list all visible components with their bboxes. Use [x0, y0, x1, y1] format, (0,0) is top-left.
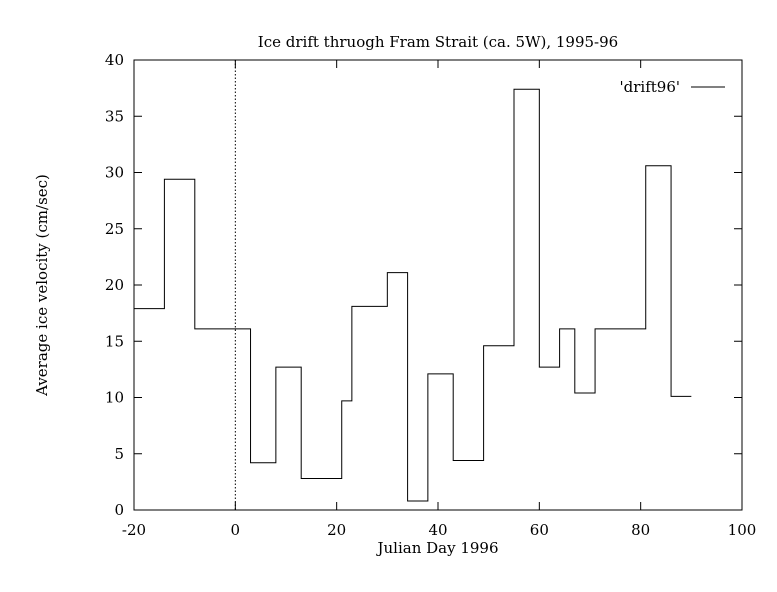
series-line-drift96 [134, 88, 692, 502]
y-tick-label: 5 [114, 445, 124, 463]
y-tick-label: 15 [105, 332, 124, 350]
y-ticks: 0 5 10 15 20 25 30 35 40 [105, 51, 742, 519]
legend-label: 'drift96' [620, 78, 680, 96]
x-tick-label: 60 [530, 521, 549, 539]
y-tick-label: 0 [114, 501, 124, 519]
chart-title: Ice drift thruogh Fram Strait (ca. 5W), … [258, 33, 618, 51]
y-tick-label: 20 [105, 276, 124, 294]
x-tick-label: 100 [728, 521, 757, 539]
x-tick-label: -20 [122, 521, 146, 539]
legend: 'drift96' [620, 78, 725, 96]
x-tick-label: 0 [231, 521, 241, 539]
x-axis-label: Julian Day 1996 [375, 539, 498, 557]
axes [133, 59, 743, 511]
plot-frame [133, 59, 743, 511]
x-tick-label: 20 [327, 521, 346, 539]
y-tick-label: 10 [105, 389, 124, 407]
x-ticks: -20 0 20 40 60 80 100 [122, 60, 756, 539]
x-tick-label: 80 [631, 521, 650, 539]
y-tick-label: 30 [105, 164, 124, 182]
y-axis-label: Average ice velocity (cm/sec) [33, 174, 51, 397]
y-tick-label: 40 [105, 51, 124, 69]
x-tick-label: 40 [428, 521, 447, 539]
y-tick-label: 35 [105, 107, 124, 125]
y-tick-label: 25 [105, 220, 124, 238]
